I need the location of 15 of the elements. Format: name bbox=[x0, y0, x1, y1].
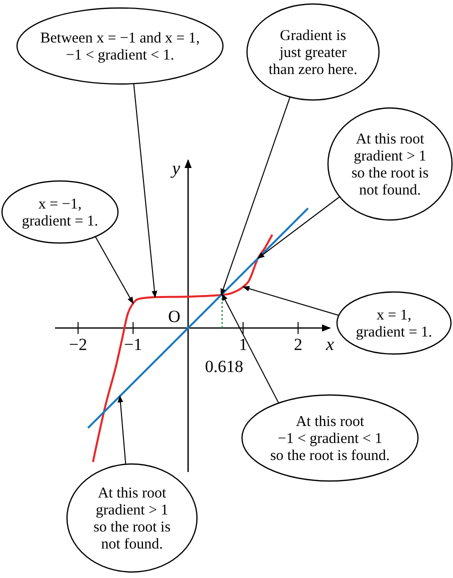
x-tick-label: 1 bbox=[238, 335, 248, 354]
annotation: Between x = −1 and x = 1, −1 < gradient < 1. bbox=[40, 30, 200, 64]
x-tick-label: −1 bbox=[124, 335, 142, 354]
annotation: Gradient is just greater than zero here. bbox=[268, 28, 358, 78]
annotation: At this root gradient > 1 so the root is not found. bbox=[93, 486, 171, 552]
x-tick-label: 2 bbox=[294, 335, 302, 354]
x-axis-title: x bbox=[325, 334, 334, 354]
ref-line-label: 0.618 bbox=[204, 357, 244, 376]
x-tick-label: −2 bbox=[69, 335, 88, 354]
annotation: x = 1, gradient = 1. bbox=[356, 308, 432, 340]
annotation: x = −1, gradient = 1. bbox=[22, 196, 98, 230]
annotation: O bbox=[168, 307, 180, 326]
annotation: At this root −1 < gradient < 1 so the root is found. bbox=[270, 414, 390, 464]
y-axis-title: y bbox=[170, 158, 180, 178]
annotation: At this root gradient > 1 so the root is not found. bbox=[351, 132, 429, 198]
